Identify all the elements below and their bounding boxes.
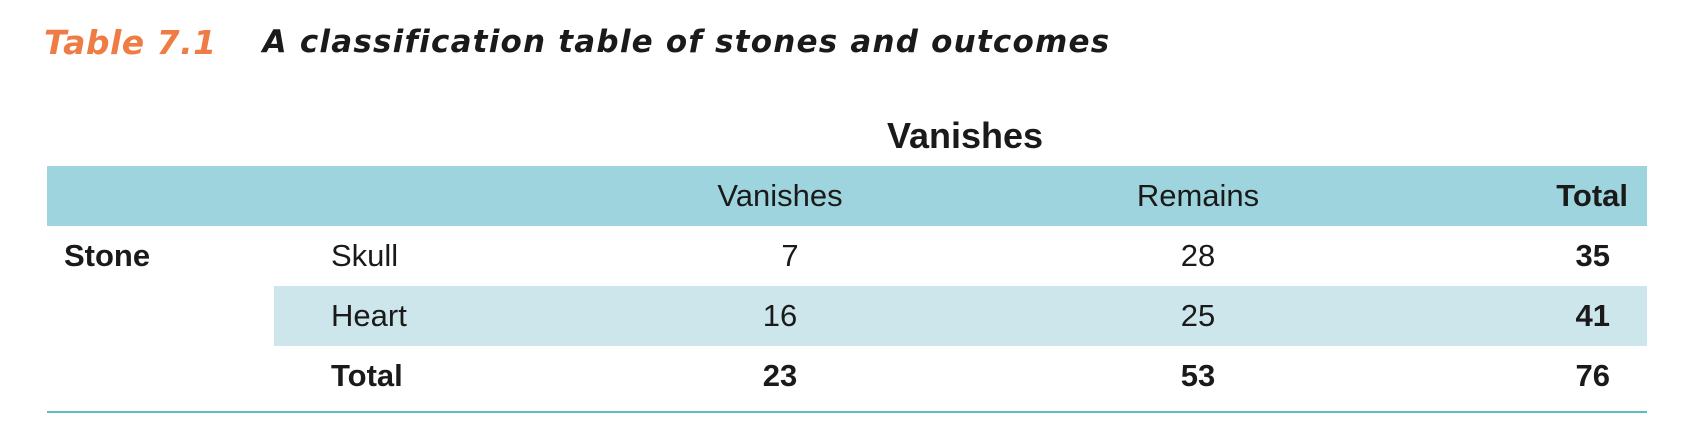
table-title: A classification table of stones and out… bbox=[262, 24, 1111, 60]
cell-heart-remains: 25 bbox=[1180, 298, 1216, 333]
column-header-remains: Remains bbox=[1136, 178, 1260, 213]
cell-total-remains: 53 bbox=[1180, 358, 1216, 393]
table-number: Table 7.1 bbox=[44, 22, 217, 62]
cell-heart-total: 41 bbox=[1575, 298, 1610, 333]
cell-skull-total: 35 bbox=[1575, 238, 1610, 273]
cell-total-vanishes: 23 bbox=[762, 358, 798, 393]
row-label-skull: Skull bbox=[331, 238, 399, 273]
row-group-label-stone: Stone bbox=[64, 238, 151, 273]
row-label-heart: Heart bbox=[331, 298, 407, 333]
table-caption: Table 7.1 A classification table of ston… bbox=[44, 18, 1110, 66]
cell-skull-vanishes: 7 bbox=[781, 238, 799, 273]
cell-heart-vanishes: 16 bbox=[762, 298, 798, 333]
cell-grand-total: 76 bbox=[1575, 358, 1610, 393]
header-row-band bbox=[47, 166, 1647, 226]
shaded-row-band bbox=[274, 286, 1647, 346]
table-bottom-rule bbox=[47, 411, 1647, 413]
cell-skull-remains: 28 bbox=[1180, 238, 1216, 273]
row-label-total: Total bbox=[331, 358, 403, 393]
column-header-total: Total bbox=[1556, 178, 1628, 213]
column-spanner-header: Vanishes bbox=[886, 115, 1044, 156]
column-header-vanishes: Vanishes bbox=[717, 178, 843, 213]
